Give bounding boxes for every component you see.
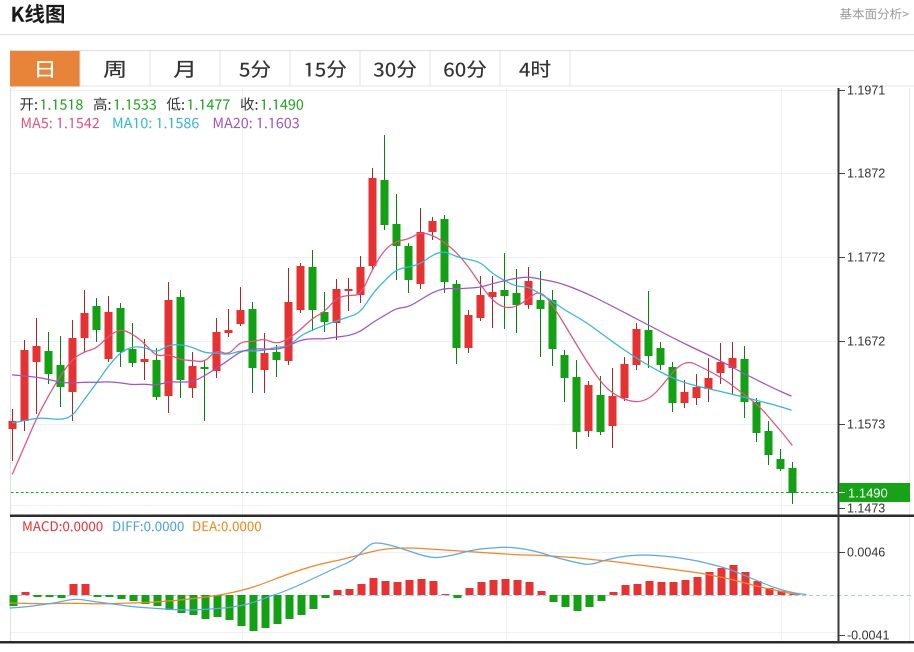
- svg-text:0.0046: 0.0046: [847, 546, 885, 560]
- svg-text:-0.0041: -0.0041: [847, 629, 889, 643]
- svg-text:1.1971: 1.1971: [847, 84, 885, 98]
- svg-text:1.1490: 1.1490: [848, 486, 888, 501]
- svg-text:1.1772: 1.1772: [847, 251, 885, 265]
- svg-text:1.1473: 1.1473: [847, 502, 885, 516]
- svg-text:1.1872: 1.1872: [847, 167, 885, 181]
- svg-text:1.1672: 1.1672: [847, 335, 885, 349]
- svg-text:1.1573: 1.1573: [847, 418, 885, 432]
